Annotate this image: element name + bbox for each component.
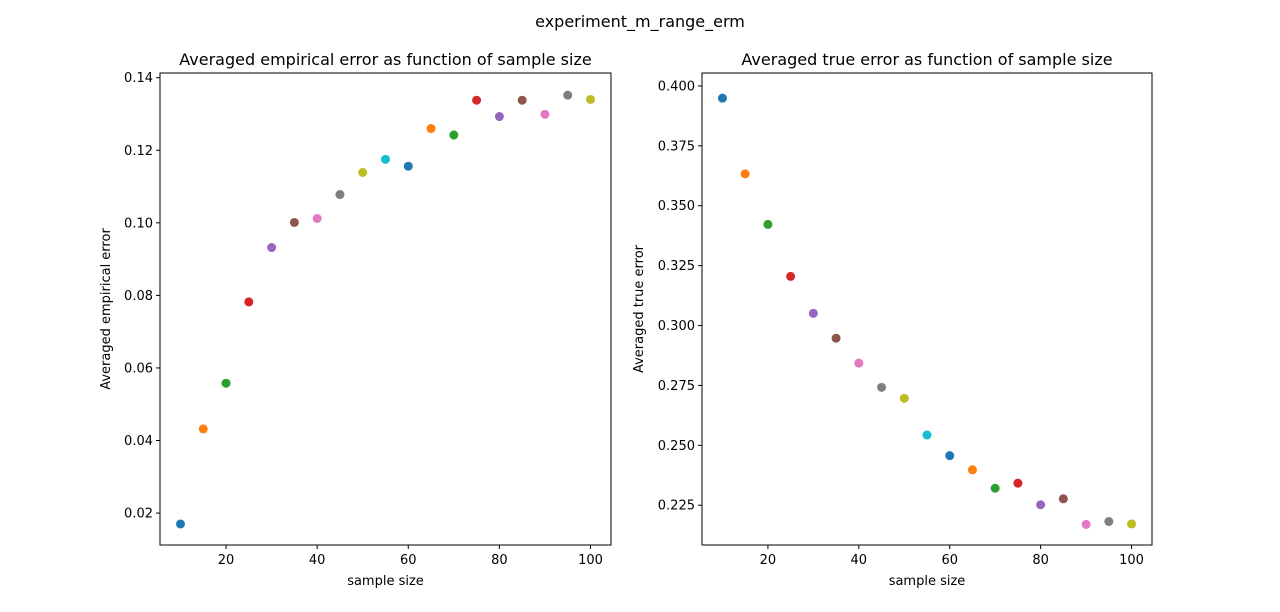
empirical-ytick-label: 0.12 [124,144,153,159]
true-xtick-label: 40 [851,553,868,568]
empirical-data-point [403,161,413,171]
empirical-data-point [381,154,390,164]
true-data-point [922,430,932,440]
empirical-data-point [563,90,573,100]
true-axes-frame [701,72,1153,546]
true-data-point [1081,519,1091,529]
empirical-ytick-label: 0.06 [124,361,153,376]
true-data-point [1104,517,1114,527]
empirical-axes-frame [159,72,612,546]
empirical-data-point [449,130,459,140]
true-data-point [1127,519,1137,529]
empirical-data-point [540,109,550,119]
true-xtick-label: 100 [1119,553,1144,568]
empirical-error-chart: Averaged empirical error as function of … [99,50,612,589]
true-data-point [1036,500,1046,510]
true-error-chart: Averaged true error as function of sampl… [632,50,1153,589]
empirical-xtick-label: 60 [400,553,417,568]
true-data-point [1058,494,1068,504]
empirical-data-point [358,167,368,177]
true-chart-title: Averaged true error as function of sampl… [741,50,1112,69]
true-ytick-label: 0.325 [658,259,695,274]
true-data-point [1013,478,1023,488]
empirical-xtick-label: 40 [309,553,326,568]
empirical-data-point [198,424,208,434]
figure-suptitle: experiment_m_range_erm [535,12,745,32]
empirical-data-point [312,213,322,223]
empirical-ytick-label: 0.04 [124,434,153,449]
empirical-ytick-label: 0.14 [124,71,153,86]
true-ytick-label: 0.275 [658,379,695,394]
true-data-point [717,93,727,103]
empirical-ytick-label: 0.08 [124,289,153,304]
true-data-point [990,483,1000,493]
true-data-point [786,271,796,281]
true-x-axis-label: sample size [889,574,966,589]
empirical-xtick-label: 80 [491,553,508,568]
true-ytick-label: 0.300 [658,319,695,334]
empirical-data-point [335,190,345,200]
empirical-xtick-label: 100 [578,553,603,568]
empirical-chart-title: Averaged empirical error as function of … [179,50,591,69]
true-data-point [967,465,977,475]
empirical-data-point [221,378,231,388]
empirical-ytick-label: 0.02 [124,507,153,522]
empirical-xtick-label: 20 [218,553,235,568]
true-ytick-label: 0.225 [658,499,695,514]
true-data-point [854,358,864,368]
true-xtick-label: 60 [941,553,958,568]
true-y-axis-label: Averaged true error [632,244,647,373]
true-data-point [945,451,955,461]
true-ytick-label: 0.375 [658,139,695,154]
true-data-point [763,219,773,229]
empirical-y-axis-label: Averaged empirical error [99,228,114,390]
true-data-point [808,308,818,318]
empirical-ytick-label: 0.10 [124,216,153,231]
true-data-point [831,333,841,343]
true-ytick-label: 0.250 [658,439,695,454]
true-data-point [899,393,909,403]
empirical-data-point [426,124,436,134]
empirical-data-point [494,112,504,122]
empirical-data-point [176,519,185,529]
empirical-data-point [586,94,595,104]
true-data-point [740,169,750,179]
true-xtick-label: 80 [1032,553,1049,568]
empirical-x-axis-label: sample size [347,574,424,589]
empirical-data-point [267,243,277,253]
true-data-point [877,382,887,392]
empirical-data-point [289,217,299,227]
true-ytick-label: 0.400 [658,79,695,94]
empirical-data-point [517,95,527,105]
true-xtick-label: 20 [760,553,777,568]
empirical-data-point [244,297,254,307]
true-ytick-label: 0.350 [658,199,695,214]
empirical-data-point [472,95,482,105]
